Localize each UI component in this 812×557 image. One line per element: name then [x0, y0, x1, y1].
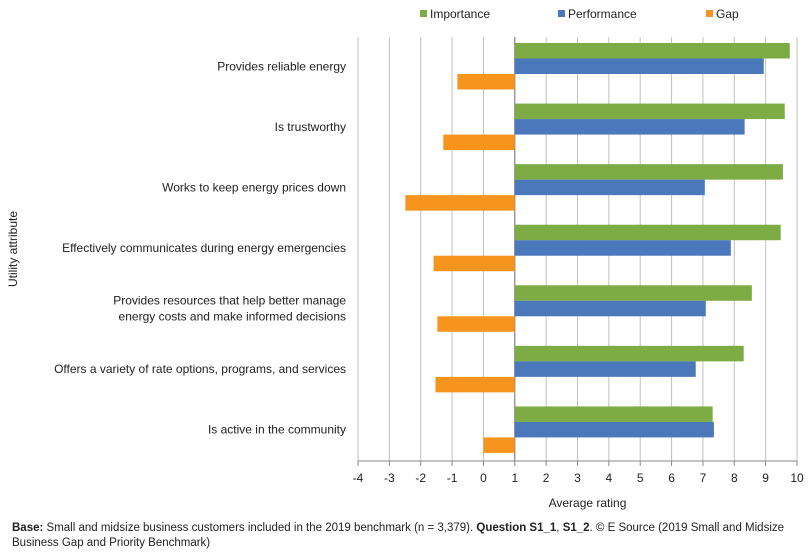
x-tick-label: 8: [731, 471, 738, 485]
footnote-question-label: Question S1_1: [476, 522, 557, 534]
bar-gap: [437, 316, 515, 332]
bar-gap: [405, 195, 515, 211]
x-tick-label: -2: [415, 471, 426, 485]
x-tick-label: 0: [480, 471, 487, 485]
footnote: Base: Small and midsize business custome…: [12, 521, 802, 551]
bar-importance: [514, 224, 781, 241]
legend-label-gap: Gap: [716, 7, 739, 21]
bar-gap: [433, 255, 515, 272]
category-label: energy costs and make informed decisions: [119, 310, 346, 324]
bar-importance: [514, 406, 713, 422]
category-label: Works to keep energy prices down: [162, 180, 346, 194]
x-tick-label: 2: [543, 471, 550, 485]
x-tick-label: 6: [668, 471, 675, 485]
legend-swatch-performance: [558, 10, 565, 17]
x-tick-label: 3: [574, 471, 581, 485]
x-tick-label: -3: [384, 471, 395, 485]
bar-importance: [514, 43, 790, 59]
category-label: Provides resources that help better mana…: [113, 294, 346, 308]
bar-gap: [435, 376, 515, 393]
bar-performance: [514, 421, 714, 438]
bar-importance: [514, 285, 752, 301]
legend-label-importance: Importance: [430, 7, 490, 21]
x-tick-label: -4: [353, 471, 364, 485]
category-label: Provides reliable energy: [217, 59, 346, 73]
bar-importance: [514, 164, 783, 180]
x-tick-label: 7: [700, 471, 707, 485]
category-label: Offers a variety of rate options, progra…: [54, 362, 346, 376]
y-axis-title: Utility attribute: [6, 211, 20, 287]
bar-performance: [514, 361, 696, 377]
bar-performance: [514, 179, 705, 196]
x-tick-label: -1: [447, 471, 458, 485]
legend-swatch-gap: [706, 10, 713, 17]
legend-swatch-importance: [420, 10, 427, 17]
bar-gap: [483, 437, 515, 453]
x-tick-label: 9: [762, 471, 769, 485]
bar-importance: [514, 345, 744, 362]
footnote-sep: ,: [556, 522, 563, 534]
category-label: Is trustworthy: [275, 120, 346, 134]
bar-chart: -4 -3 -2 -1 0 1 2 3 4 5 6 7 8 9 10 Provides reliable en…: [6, 7, 804, 510]
bar-performance: [514, 300, 706, 317]
category-label: Effectively communicates during energy e…: [62, 241, 346, 255]
footnote-base-text: Small and midsize business customers inc…: [43, 522, 477, 534]
category-label: Is active in the community: [208, 423, 346, 437]
bar-gap: [457, 74, 515, 90]
x-tick-label: 4: [606, 471, 613, 485]
footnote-question-label-2: S1_2: [562, 522, 590, 534]
bar-performance: [514, 58, 764, 74]
legend-label-performance: Performance: [568, 7, 637, 21]
x-tick-label: 10: [790, 471, 804, 485]
bar-performance: [514, 119, 745, 135]
bar-performance: [514, 240, 731, 256]
x-tick-label: 1: [511, 471, 518, 485]
x-axis-title: Average rating: [549, 496, 627, 510]
footnote-rest: . © E Source (2019 Small and Midsize Bus…: [12, 522, 785, 549]
x-tick-label: 5: [637, 471, 644, 485]
bar-importance: [514, 103, 785, 120]
bar-gap: [443, 134, 515, 151]
footnote-base-label: Base:: [12, 522, 44, 534]
